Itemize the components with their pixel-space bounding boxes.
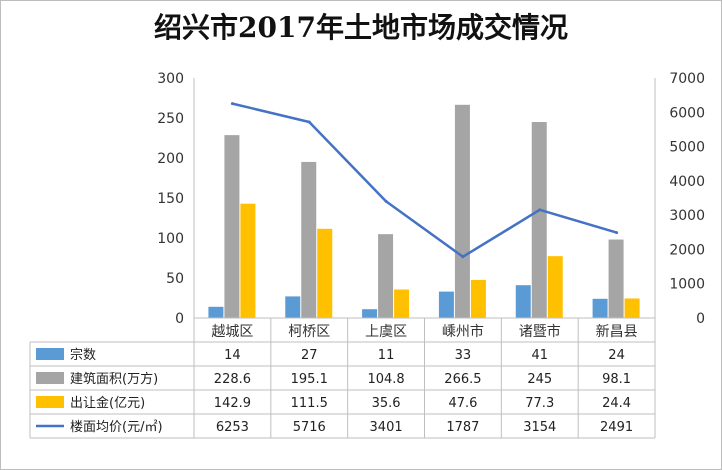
y-right-tick-label: 3000: [669, 208, 705, 224]
table-cell: 35.6: [372, 396, 401, 411]
table-cell: 2491: [600, 420, 633, 435]
bar-1-4: [531, 122, 547, 318]
line-point-3: [461, 255, 465, 259]
table-cell: 24: [608, 348, 625, 363]
category-label: 上虞区: [365, 324, 407, 340]
table-cell: 228.6: [214, 372, 251, 387]
bar-2-2: [394, 289, 410, 318]
chart-title: 绍兴市2017年土地市场成交情况: [154, 11, 568, 44]
y-left-tick-label: 300: [157, 71, 184, 87]
row-label: 楼面均价(元/㎡): [70, 420, 163, 435]
bar-1-5: [608, 239, 624, 318]
y-right-tick-label: 0: [696, 311, 705, 327]
table-cell: 77.3: [525, 396, 554, 411]
line-point-1: [307, 120, 311, 124]
line-series-0: [232, 102, 617, 258]
y-right-tick-label: 1000: [669, 277, 705, 293]
bar-1-0: [224, 135, 240, 318]
table-cell: 98.1: [602, 372, 631, 387]
table-cell: 142.9: [214, 396, 251, 411]
bar-1-2: [378, 234, 394, 318]
category-label: 嵊州市: [442, 323, 484, 340]
table-cell: 195.1: [291, 372, 328, 387]
table-cell: 111.5: [291, 396, 328, 411]
category-label: 越城区: [211, 324, 253, 340]
table-cell: 5716: [293, 420, 326, 435]
table-cell: 3401: [370, 420, 403, 435]
bar-0-4: [515, 285, 531, 318]
line-point-5: [615, 231, 619, 235]
row-label: 建筑面积(万方): [70, 371, 158, 387]
legend-key: [36, 372, 64, 384]
legend-key: [36, 396, 64, 408]
y-right-tick-label: 2000: [669, 242, 705, 258]
bar-2-3: [470, 279, 486, 318]
bar-0-1: [285, 296, 301, 318]
row-label: 出让金(亿元): [70, 395, 145, 411]
bar-2-5: [624, 298, 640, 318]
table-cell: 104.8: [367, 372, 404, 387]
table-cell: 27: [301, 348, 318, 363]
table-cell: 41: [531, 348, 548, 363]
bar-2-4: [547, 256, 563, 318]
y-left-tick-label: 150: [157, 191, 184, 207]
y-right-tick-label: 5000: [669, 140, 705, 156]
y-left-tick-label: 50: [166, 271, 184, 287]
bar-0-5: [592, 298, 608, 318]
table-cell: 33: [455, 348, 472, 363]
table-cell: 6253: [216, 420, 249, 435]
table-cell: 3154: [523, 420, 556, 435]
category-label: 诸暨市: [519, 323, 561, 340]
bar-2-1: [317, 228, 333, 318]
table-cell: 11: [378, 348, 395, 363]
bar-1-3: [454, 104, 470, 318]
line-point-4: [538, 208, 542, 212]
table-cell: 1787: [446, 420, 479, 435]
bar-1-1: [301, 161, 317, 318]
y-right-tick-label: 4000: [669, 174, 705, 190]
table-cell: 24.4: [602, 396, 631, 411]
bar-2-0: [240, 203, 256, 318]
y-left-tick-label: 200: [157, 151, 184, 167]
line-point-0: [230, 102, 234, 106]
y-left-tick-label: 0: [175, 311, 184, 327]
table-cell: 47.6: [448, 396, 477, 411]
y-left-tick-label: 250: [157, 111, 184, 127]
line-point-2: [384, 199, 388, 203]
y-right-tick-label: 6000: [669, 105, 705, 121]
table-cell: 14: [224, 348, 241, 363]
table-cell: 266.5: [444, 372, 481, 387]
bar-0-3: [438, 291, 454, 318]
table-cell: 245: [527, 372, 552, 387]
y-right-tick-label: 7000: [669, 71, 705, 87]
category-label: 新昌县: [596, 324, 638, 340]
row-label: 宗数: [70, 347, 96, 363]
legend-key: [36, 348, 64, 360]
category-label: 柯桥区: [288, 324, 330, 340]
bar-0-0: [208, 306, 224, 318]
y-left-tick-label: 100: [157, 231, 184, 247]
bar-0-2: [362, 309, 378, 318]
